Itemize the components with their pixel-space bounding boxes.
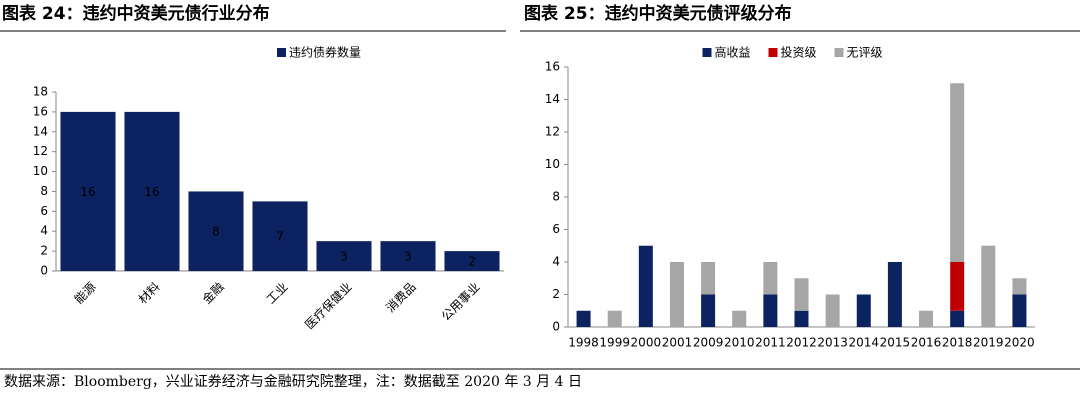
bar xyxy=(919,310,934,327)
bar xyxy=(444,251,500,271)
data-label: 7 xyxy=(276,230,284,244)
y-tick-label: 16 xyxy=(545,60,560,74)
bar xyxy=(701,294,716,327)
bar xyxy=(825,294,840,327)
data-label: 3 xyxy=(404,250,412,264)
bar xyxy=(252,201,308,271)
y-tick-label: 8 xyxy=(552,190,560,204)
y-tick-label: 2 xyxy=(40,244,48,258)
x-tick-label: 2011 xyxy=(755,336,786,350)
x-tick-label: 金融 xyxy=(199,279,227,307)
bar xyxy=(794,278,809,311)
x-tick-label: 工业 xyxy=(264,280,291,307)
x-tick-label: 1999 xyxy=(599,336,630,350)
legend-label: 违约债券数量 xyxy=(289,45,361,60)
bar xyxy=(60,111,116,271)
bar xyxy=(763,262,778,295)
bar xyxy=(638,245,653,327)
bar xyxy=(1012,294,1027,327)
x-tick-label: 2018 xyxy=(942,336,973,350)
y-tick-label: 0 xyxy=(552,320,560,334)
bar xyxy=(794,310,809,327)
bar xyxy=(981,245,996,327)
y-tick-label: 6 xyxy=(40,204,48,218)
bar xyxy=(316,241,372,271)
chart-title: 图表 24：违约中资美元债行业分布 xyxy=(2,3,270,24)
y-tick-label: 14 xyxy=(33,124,48,138)
data-label: 2 xyxy=(468,255,476,269)
source-note: 数据来源：Bloomberg，兴业证券经济与金融研究院整理，注：数据截至 202… xyxy=(4,374,582,390)
data-label: 16 xyxy=(80,185,95,199)
bar xyxy=(950,83,965,262)
x-tick-label: 2000 xyxy=(631,336,662,350)
x-tick-label: 2016 xyxy=(911,336,942,350)
bar xyxy=(887,262,902,327)
legend-label: 无评级 xyxy=(847,46,883,60)
legend-swatch xyxy=(277,48,286,57)
bar xyxy=(607,310,622,327)
x-tick-label: 1998 xyxy=(568,336,599,350)
y-tick-label: 12 xyxy=(545,125,560,139)
legend-swatch xyxy=(768,48,778,57)
y-tick-label: 16 xyxy=(33,104,48,118)
x-tick-label: 2001 xyxy=(662,336,693,350)
bar xyxy=(856,294,871,327)
legend-label: 投资级 xyxy=(781,45,817,60)
x-tick-label: 2010 xyxy=(724,336,755,350)
bar xyxy=(124,111,180,271)
bar xyxy=(950,310,965,327)
bar xyxy=(188,191,244,271)
x-tick-label: 2015 xyxy=(880,336,911,350)
y-tick-label: 10 xyxy=(33,164,48,178)
bar xyxy=(1012,278,1027,295)
y-tick-label: 4 xyxy=(552,255,560,269)
bar xyxy=(576,310,591,327)
y-tick-label: 12 xyxy=(33,144,48,158)
x-tick-label: 2020 xyxy=(1004,336,1035,350)
y-tick-label: 0 xyxy=(40,264,48,278)
x-tick-label: 2019 xyxy=(973,336,1004,350)
x-tick-label: 2014 xyxy=(848,336,879,350)
bar xyxy=(732,310,747,327)
data-label: 3 xyxy=(340,250,348,264)
y-tick-label: 4 xyxy=(40,224,48,238)
x-tick-label: 2009 xyxy=(693,336,724,350)
x-tick-label: 消费品 xyxy=(383,280,418,315)
bar xyxy=(669,262,684,327)
data-label: 8 xyxy=(212,225,220,239)
bar xyxy=(701,262,716,295)
y-tick-label: 2 xyxy=(552,287,560,301)
bar xyxy=(380,241,436,271)
bar xyxy=(950,262,965,311)
y-tick-label: 8 xyxy=(40,184,48,198)
chart-title: 图表 25：违约中资美元债评级分布 xyxy=(524,3,792,24)
legend-swatch xyxy=(702,48,712,57)
y-tick-label: 6 xyxy=(552,222,560,236)
y-tick-label: 18 xyxy=(33,85,48,99)
x-tick-label: 2013 xyxy=(817,336,848,350)
x-tick-label: 能源 xyxy=(72,280,99,307)
data-label: 16 xyxy=(144,185,159,199)
x-tick-label: 材料 xyxy=(136,280,163,307)
x-tick-label: 医疗保健业 xyxy=(302,280,354,332)
bar xyxy=(763,294,778,327)
legend-label: 高收益 xyxy=(715,45,751,60)
y-tick-label: 10 xyxy=(545,157,560,171)
y-tick-label: 14 xyxy=(545,92,560,106)
x-tick-label: 公用事业 xyxy=(439,280,483,324)
x-tick-label: 2012 xyxy=(786,336,817,350)
legend-swatch xyxy=(834,48,844,57)
